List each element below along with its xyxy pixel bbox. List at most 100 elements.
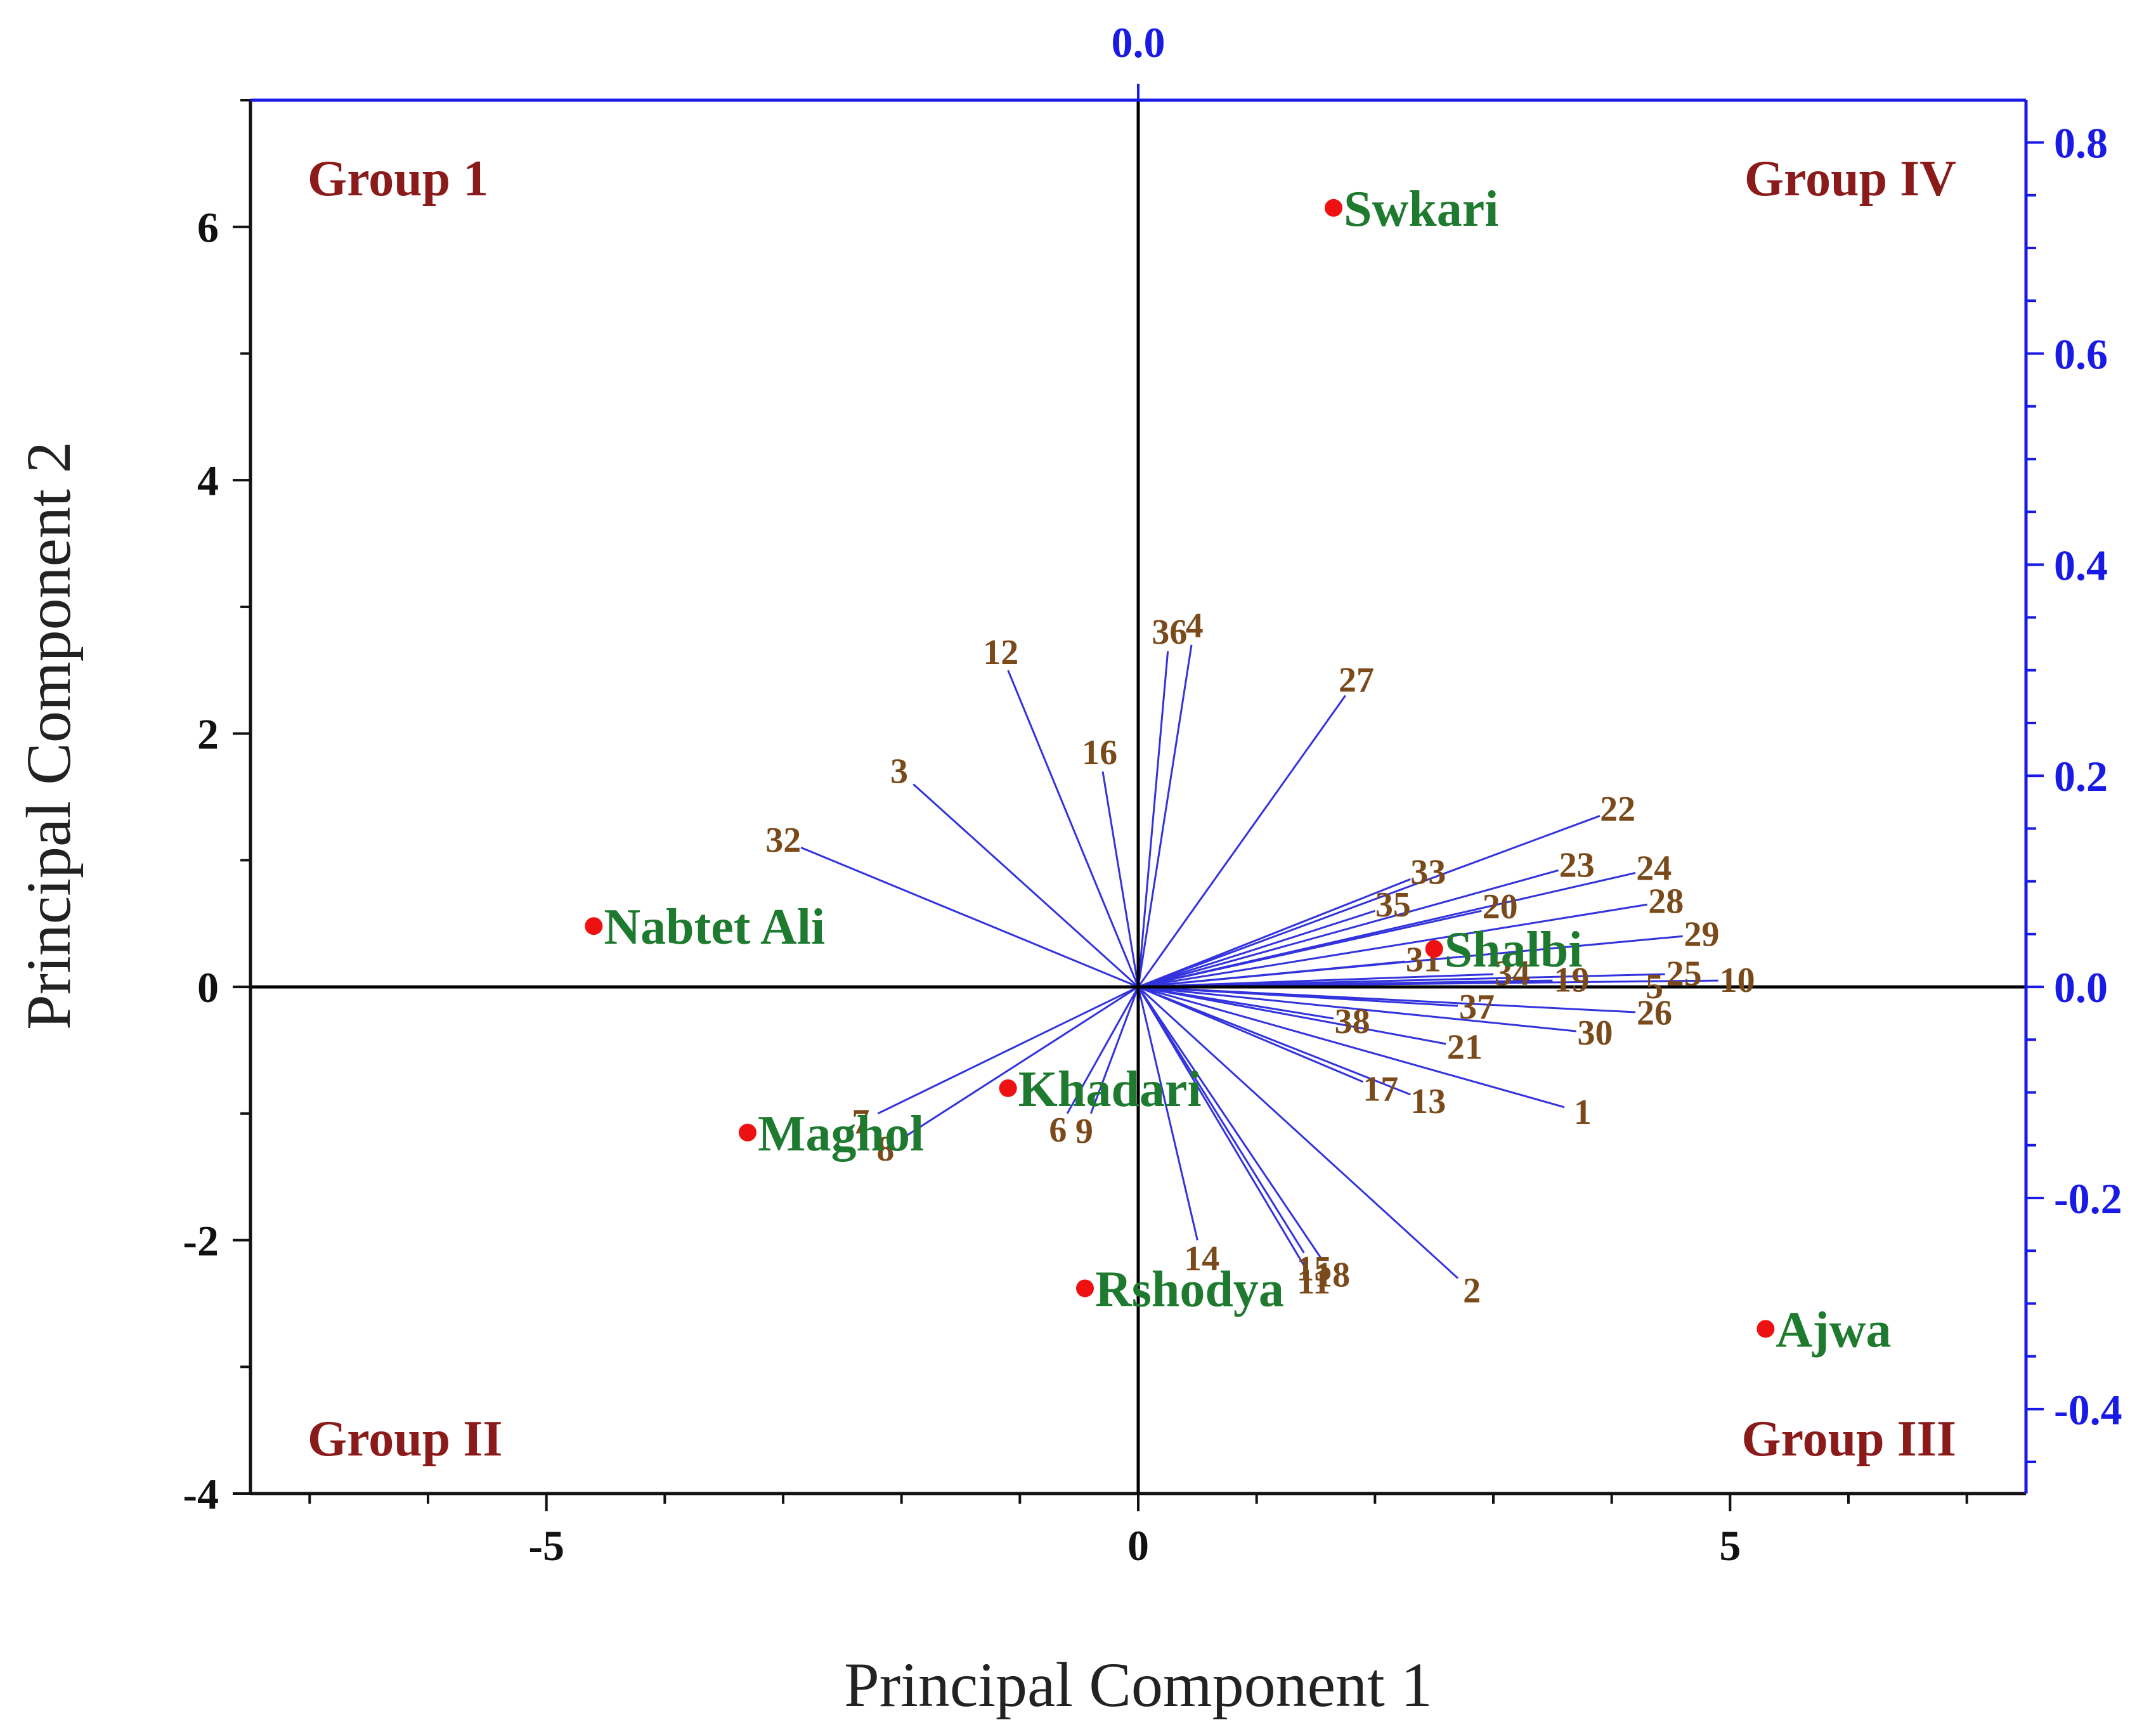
variable-label-12: 12: [983, 633, 1018, 672]
sample-point-maghol: [739, 1123, 757, 1142]
right-tick-label: 0.4: [2054, 541, 2108, 589]
variable-label-20: 20: [1483, 887, 1518, 927]
right-tick-label: -0.4: [2054, 1386, 2122, 1434]
y-tick-label: 0: [197, 963, 219, 1012]
variable-label-13: 13: [1410, 1082, 1446, 1121]
variable-label-26: 26: [1637, 994, 1672, 1033]
sample-label: Swkari: [1344, 181, 1499, 237]
sample-label: Khadari: [1018, 1062, 1202, 1117]
right-tick-label: -0.2: [2054, 1175, 2122, 1223]
loading-vector-15: [1137, 986, 1305, 1254]
sample-point-khadari: [999, 1079, 1017, 1097]
loading-vector-36: [1137, 651, 1169, 987]
sample-label: Rshodya: [1095, 1261, 1284, 1317]
sample-points: Swkari Nabtet Ali Shalbi Khadari Maghol Rshod…: [585, 181, 1892, 1358]
variable-label-6: 6: [1049, 1110, 1067, 1150]
sample-point-shalbi: [1425, 940, 1443, 958]
group-label: Group 1: [308, 151, 488, 207]
loading-vector-8: [900, 986, 1139, 1140]
y-tick-label: 2: [197, 710, 219, 759]
variable-label-16: 16: [1082, 733, 1117, 772]
right-tick-label: 0.0: [2054, 963, 2108, 1012]
loading-vector-16: [1101, 771, 1140, 987]
variable-label-3: 3: [890, 752, 908, 791]
variable-label-38: 38: [1335, 1002, 1370, 1041]
variable-label-9: 9: [1075, 1112, 1093, 1151]
zero-lines: [250, 100, 2026, 1494]
x-tick-label: -5: [528, 1521, 564, 1570]
y-tick-label: -4: [183, 1470, 219, 1518]
loading-vector-13: [1138, 986, 1411, 1096]
loading-vector-14: [1137, 986, 1198, 1240]
loading-vector-24: [1138, 871, 1636, 988]
sample-point-nabtet-ali: [585, 917, 603, 935]
variable-label-21: 21: [1447, 1027, 1483, 1067]
group-label: Group II: [308, 1411, 503, 1467]
variable-label-35: 35: [1375, 885, 1411, 925]
variable-label-2: 2: [1463, 1272, 1481, 1311]
loading-vector-38: [1138, 986, 1334, 1020]
variable-label-34: 34: [1495, 954, 1530, 993]
right-tick-label: 0.8: [2054, 119, 2108, 167]
loading-vector-2: [1137, 986, 1459, 1279]
variable-label-7: 7: [852, 1102, 869, 1142]
variable-label-5: 5: [1646, 967, 1663, 1006]
loading-vector-30: [1138, 986, 1576, 1032]
variable-label-30: 30: [1578, 1013, 1613, 1053]
loading-vector-33: [1138, 878, 1411, 988]
y-tick-label: 4: [197, 457, 219, 505]
variable-label-18: 18: [1315, 1255, 1350, 1294]
loading-vector-4: [1137, 644, 1193, 987]
loading-vector-11: [1137, 986, 1305, 1266]
right-tick-label: 0.6: [2054, 330, 2108, 378]
variable-label-4: 4: [1186, 606, 1204, 646]
variable-label-25: 25: [1666, 954, 1702, 993]
loading-vector-35: [1138, 909, 1375, 988]
x-axis-title: Principal Component 1: [844, 1650, 1432, 1720]
x-tick-label: 0: [1127, 1521, 1149, 1570]
variable-label-32: 32: [765, 821, 801, 860]
group-labels: Group 1 Group IV Group II Group III: [308, 151, 1956, 1467]
variable-label-14: 14: [1184, 1239, 1219, 1279]
loading-vector-28: [1138, 903, 1647, 988]
variable-label-24: 24: [1636, 849, 1672, 889]
loading-vector-25: [1138, 973, 1665, 988]
sample-label: Shalbi: [1445, 922, 1583, 978]
variable-label-28: 28: [1648, 882, 1684, 921]
loading-vector-22: [1138, 815, 1601, 988]
loading-vector-3: [912, 783, 1140, 988]
loading-vector-18: [1137, 986, 1323, 1260]
variable-label-10: 10: [1720, 961, 1755, 1000]
right-tick-label: 0.2: [2054, 752, 2108, 800]
x-tick-label: 5: [1719, 1521, 1741, 1570]
variable-label-15: 15: [1296, 1249, 1332, 1289]
loading-vector-37: [1138, 986, 1458, 1007]
y-tick-label: 6: [197, 204, 219, 252]
variable-label-19: 19: [1554, 961, 1589, 1000]
loading-vector-21: [1138, 986, 1446, 1045]
y-tick-label: -2: [183, 1217, 219, 1265]
loading-vector-12: [1007, 670, 1140, 987]
loading-vector-34: [1138, 973, 1494, 988]
y-axis-title: Principal Component 2: [13, 441, 84, 1030]
variable-label-8: 8: [876, 1130, 894, 1169]
variable-label-22: 22: [1600, 790, 1635, 829]
variable-label-27: 27: [1339, 660, 1374, 700]
variable-label-29: 29: [1684, 915, 1720, 954]
sample-label: Nabtet Ali: [604, 899, 825, 955]
loading-vector-7: [877, 986, 1139, 1115]
variable-label-23: 23: [1559, 845, 1595, 885]
sample-point-rshodya: [1076, 1279, 1094, 1298]
loading-vector-27: [1137, 694, 1346, 987]
sample-label: Ajwa: [1776, 1302, 1891, 1358]
group-label: Group III: [1741, 1411, 1956, 1467]
variable-label-37: 37: [1459, 987, 1495, 1027]
sample-point-swkari: [1325, 199, 1342, 217]
variable-label-1: 1: [1574, 1093, 1592, 1132]
variable-label-11: 11: [1297, 1262, 1330, 1301]
loading-vector-17: [1138, 986, 1364, 1083]
sample-label: Maghol: [758, 1106, 924, 1162]
loading-vector-6: [1066, 986, 1140, 1114]
